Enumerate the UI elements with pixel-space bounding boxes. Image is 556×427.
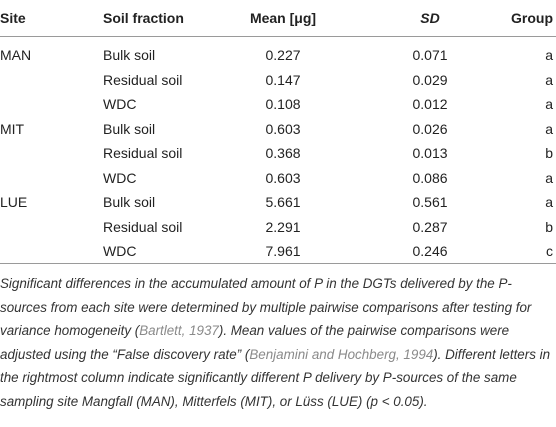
table-cell: 0.029 xyxy=(412,71,448,88)
table-cell: c xyxy=(546,243,553,259)
table-cell: 0.603 xyxy=(265,169,301,186)
table-cell: a xyxy=(545,47,553,63)
table-cell: Residual soil xyxy=(103,145,183,161)
table-cell: a xyxy=(545,194,553,210)
table-cell: Bulk soil xyxy=(103,120,156,137)
table-cell: Residual soil xyxy=(103,71,183,88)
table-cell: 0.086 xyxy=(412,169,448,186)
table-cell: 0.026 xyxy=(412,120,448,137)
footnote-text: Significant differences in the accumulat… xyxy=(0,276,532,339)
table-cell: 0.287 xyxy=(412,218,448,235)
table-cell: 0.227 xyxy=(265,47,301,63)
table-cell: 0.246 xyxy=(412,243,448,259)
header-cell: Mean [μg] xyxy=(249,10,317,26)
table-bottom-rule xyxy=(0,263,556,264)
header-cell: Soil fraction xyxy=(103,10,184,26)
table-cell: b xyxy=(545,218,553,235)
table-cell: 0.013 xyxy=(412,145,448,161)
table-cell: 0.108 xyxy=(265,96,301,112)
header-cell: SD xyxy=(420,10,440,26)
table-cell: b xyxy=(545,145,553,161)
header-cell: Site xyxy=(0,10,26,26)
table-cell: 0.368 xyxy=(265,145,301,161)
table-cell: 2.291 xyxy=(265,218,301,235)
table-cell: Bulk soil xyxy=(103,47,156,63)
table-cell: 0.561 xyxy=(412,194,448,210)
table-cell: 0.071 xyxy=(412,47,448,63)
table-cell: 0.147 xyxy=(265,71,301,88)
citation-link: Benjamini and Hochberg, 1994 xyxy=(249,346,434,362)
site-cell: LUE xyxy=(0,194,28,210)
footnote-text: ). Mean values of the pairwise compariso… xyxy=(0,323,510,362)
header-rule xyxy=(0,36,556,37)
table-cell: WDC xyxy=(103,96,137,112)
table-cell: a xyxy=(545,96,553,112)
footnote: Significant differences in the accumulat… xyxy=(0,272,552,414)
table-cell: a xyxy=(545,120,553,137)
table-cell: a xyxy=(545,71,553,88)
table-cell: a xyxy=(545,169,553,186)
footnote-text: ). Different letters in the rightmost co… xyxy=(0,346,551,409)
header-cell: Group xyxy=(511,10,553,26)
site-cell: MAN xyxy=(0,47,32,63)
table-cell: WDC xyxy=(103,169,137,186)
table-cell: Residual soil xyxy=(103,218,183,235)
table-cell: 0.012 xyxy=(412,96,448,112)
table-cell: WDC xyxy=(103,243,137,259)
table-cell: 5.661 xyxy=(265,194,301,210)
table-cell: 7.961 xyxy=(265,243,301,259)
site-cell: MIT xyxy=(0,120,25,137)
table-cell: 0.603 xyxy=(265,120,301,137)
table-cell: Bulk soil xyxy=(103,194,156,210)
citation-link: Bartlett, 1937 xyxy=(139,323,219,339)
